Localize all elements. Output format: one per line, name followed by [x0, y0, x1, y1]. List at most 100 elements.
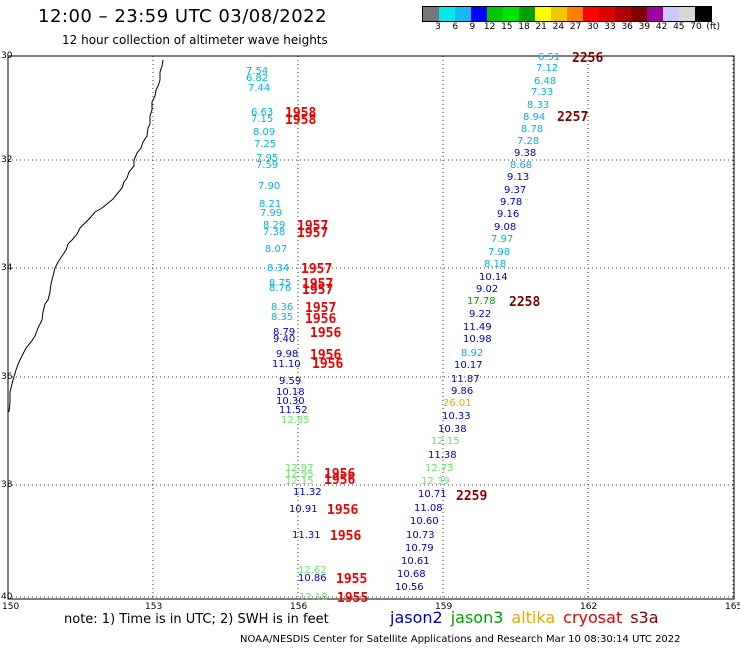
pass-time-label: 1956	[324, 473, 356, 488]
colorbar-swatch	[599, 7, 615, 21]
colorbar-label: 3	[435, 22, 441, 32]
colorbar-swatch	[455, 7, 471, 21]
pass-time-label: 2259	[456, 489, 488, 504]
wave-height-value: 9.59	[279, 376, 302, 387]
wave-height-value: 10.61	[401, 556, 430, 567]
wave-height-value: 7.44	[248, 83, 271, 94]
pass-time-label: 1957	[297, 219, 329, 234]
colorbar-swatch	[551, 7, 567, 21]
wave-height-value: 17.78	[467, 296, 496, 307]
colorbar-swatch	[695, 7, 711, 21]
pass-time-label: 1958	[285, 106, 317, 121]
page-subtitle: 12 hour collection of altimeter wave hei…	[62, 33, 328, 47]
latitude-label: 40	[1, 592, 13, 602]
wave-height-value: 26.01	[443, 398, 472, 409]
wave-height-value: 6.63	[251, 107, 274, 118]
legend-jason3: jason3	[450, 608, 504, 627]
wave-height-value: 8.68	[510, 160, 533, 171]
wave-height-value: 9.02	[476, 284, 499, 295]
wave-height-value: 8.92	[461, 348, 484, 359]
wave-height-value: 9.37	[504, 185, 527, 196]
wave-height-value: 9.78	[500, 197, 523, 208]
colorbar-label: 12	[483, 22, 496, 32]
wave-height-value: 8.76	[269, 283, 292, 294]
wave-height-value: 12.95	[285, 469, 314, 480]
wave-height-value: 8.07	[265, 244, 288, 255]
wave-height-value: 6.51	[538, 52, 561, 63]
wave-height-value: 6.82	[246, 73, 269, 84]
pass-time-label: 1956	[324, 467, 356, 482]
wave-height-value: 9.16	[497, 209, 520, 220]
wave-height-value: 12.85	[281, 415, 310, 426]
colorbar-swatch	[583, 7, 599, 21]
wave-height-value: 11.38	[428, 450, 457, 461]
grid-lines	[7, 55, 734, 599]
colorbar-swatch	[663, 7, 679, 21]
wave-height-value: 8.18	[484, 259, 507, 270]
wave-height-value: 8.94	[523, 112, 546, 123]
wave-height-value: 12.62	[298, 565, 327, 576]
pass-time-label: 2257	[557, 110, 589, 125]
longitude-label: 150	[2, 602, 20, 612]
longitude-label: 159	[435, 602, 453, 612]
colorbar-label: 15	[501, 22, 513, 32]
map-frame	[7, 55, 735, 600]
wave-height-value: 7.54	[246, 66, 269, 77]
wave-height-value: 10.73	[406, 530, 435, 541]
legend-s3a: s3a	[630, 608, 659, 627]
wave-height-value: 10.30	[276, 396, 305, 407]
wave-height-value: 7.12	[536, 63, 559, 74]
wave-height-value: 9.08	[494, 222, 517, 233]
colorbar-swatch	[471, 7, 487, 21]
wave-height-value: 12.97	[285, 463, 314, 474]
pass-time-label: 1956	[327, 503, 359, 518]
colorbar-swatch	[647, 7, 663, 21]
pass-time-label: 1957	[301, 262, 333, 277]
wave-height-value: 7.28	[517, 136, 540, 147]
wave-height-value: 6.48	[534, 76, 557, 87]
wave-height-value: 7.97	[491, 234, 514, 245]
wave-height-value: 7.25	[254, 139, 277, 150]
wave-height-value: 11.10	[272, 359, 301, 370]
legend-cryosat: cryosat	[563, 608, 623, 627]
longitude-label: 162	[580, 602, 598, 612]
legend-jason2: jason2	[390, 608, 443, 627]
wave-height-value: 11.87	[451, 374, 480, 385]
wave-height-value: 8.34	[267, 263, 290, 274]
colorbar-label: 36	[621, 22, 633, 32]
wave-height-value: 8.79	[273, 327, 296, 338]
pass-time-label: 1956	[305, 312, 337, 327]
wave-height-value: 7.38	[263, 227, 286, 238]
wave-height-value: 7.90	[258, 181, 281, 192]
wave-height-value: 10.17	[454, 360, 483, 371]
pass-time-label: 1957	[297, 226, 329, 241]
page-title: 12:00 – 23:59 UTC 03/08/2022	[38, 6, 328, 27]
wave-height-value: 9.22	[469, 309, 492, 320]
pass-time-label: 1957	[305, 301, 337, 316]
wave-height-value: 7.33	[531, 87, 554, 98]
wave-height-value: 10.38	[438, 424, 467, 435]
colorbar-swatch	[487, 7, 503, 21]
wave-height-value: 9.40	[273, 334, 296, 345]
colorbar-label: 18	[518, 22, 530, 32]
wave-height-value: 7.15	[251, 114, 274, 125]
wave-height-value: 11.49	[463, 322, 492, 333]
wave-height-value: 7.95	[256, 153, 279, 164]
wave-height-value: 8.75	[269, 278, 292, 289]
wave-height-value: 9.86	[451, 386, 474, 397]
colorbar-swatch	[615, 7, 631, 21]
pass-time-label: 1958	[285, 113, 317, 128]
wave-height-value: 9.98	[276, 349, 299, 360]
wave-height-value: 8.33	[527, 100, 550, 111]
pass-time-label: 1955	[336, 572, 368, 587]
wave-height-value: 10.98	[463, 334, 492, 345]
wave-height-value: 10.86	[298, 573, 327, 584]
pass-time-label: 1956	[310, 348, 342, 363]
wave-height-value: 7.99	[260, 208, 283, 219]
pass-time-label: 1956	[310, 326, 342, 341]
wave-height-value: 10.91	[289, 504, 318, 515]
colorbar-swatch	[439, 7, 455, 21]
footer-credit: NOAA/NESDIS Center for Satellite Applica…	[240, 634, 681, 645]
satellite-legend: jason2 jason3 altika cryosat s3a	[390, 608, 667, 627]
colorbar-label: 9	[469, 22, 476, 32]
